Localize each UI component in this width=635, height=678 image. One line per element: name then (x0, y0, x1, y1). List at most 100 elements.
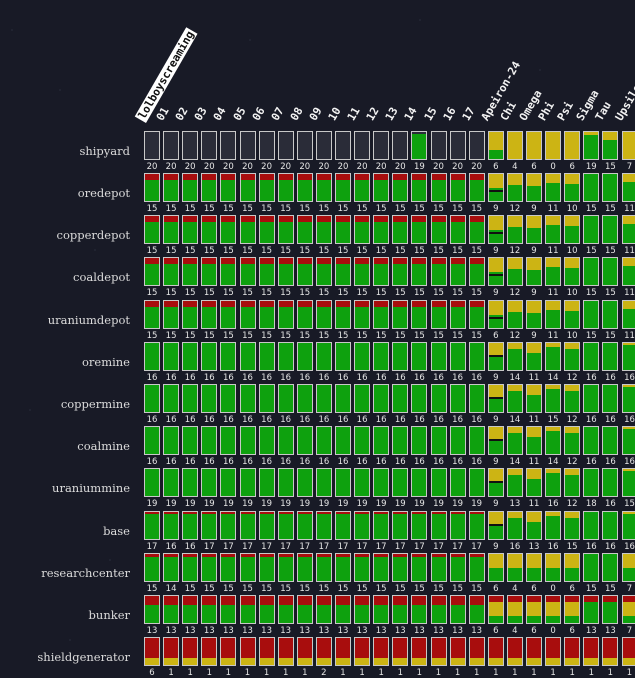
building-cell-shipyard-tau[interactable] (602, 131, 618, 160)
building-cell-uraniumdepot-05[interactable] (240, 300, 256, 329)
building-cell-coaldepot-14[interactable] (411, 257, 427, 286)
building-cell-oredepot-16[interactable] (450, 173, 466, 202)
building-cell-researchcenter-upsilon[interactable] (622, 553, 635, 582)
building-cell-shieldgenerator-10[interactable] (335, 637, 351, 666)
building-cell-uraniummine-09[interactable] (316, 468, 332, 497)
building-cell-bunker-14[interactable] (411, 595, 427, 624)
building-cell-uraniumdepot-17[interactable] (469, 300, 485, 329)
building-cell-copperdepot-08[interactable] (297, 215, 313, 244)
building-cell-copperdepot-06[interactable] (259, 215, 275, 244)
building-cell-copperdepot-03[interactable] (201, 215, 217, 244)
building-cell-oremine-13[interactable] (392, 342, 408, 371)
building-cell-uraniumdepot-apeiron-24[interactable] (488, 300, 504, 329)
building-cell-base-02[interactable] (182, 511, 198, 540)
building-cell-coaldepot-06[interactable] (259, 257, 275, 286)
building-cell-oredepot-upsilon[interactable] (622, 173, 635, 202)
building-cell-copperdepot-04[interactable] (220, 215, 236, 244)
building-cell-coppermine-16[interactable] (450, 384, 466, 413)
building-cell-oredepot-05[interactable] (240, 173, 256, 202)
building-cell-base-12[interactable] (373, 511, 389, 540)
building-cell-coaldepot-lolboyscreaming[interactable] (144, 257, 160, 286)
building-cell-oremine-07[interactable] (278, 342, 294, 371)
building-cell-shipyard-02[interactable] (182, 131, 198, 160)
building-cell-researchcenter-apeiron-24[interactable] (488, 553, 504, 582)
building-cell-shipyard-08[interactable] (297, 131, 313, 160)
building-cell-coalmine-12[interactable] (373, 426, 389, 455)
building-cell-coalmine-05[interactable] (240, 426, 256, 455)
building-cell-shieldgenerator-sigma[interactable] (583, 637, 599, 666)
building-cell-oremine-upsilon[interactable] (622, 342, 635, 371)
building-cell-uraniummine-upsilon[interactable] (622, 468, 635, 497)
building-cell-researchcenter-08[interactable] (297, 553, 313, 582)
building-cell-base-15[interactable] (431, 511, 447, 540)
building-cell-oremine-08[interactable] (297, 342, 313, 371)
building-cell-bunker-10[interactable] (335, 595, 351, 624)
building-cell-coalmine-14[interactable] (411, 426, 427, 455)
building-cell-oredepot-phi[interactable] (545, 173, 561, 202)
building-cell-uraniumdepot-09[interactable] (316, 300, 332, 329)
building-cell-coalmine-omega[interactable] (526, 426, 542, 455)
building-cell-uraniumdepot-06[interactable] (259, 300, 275, 329)
building-cell-coalmine-tau[interactable] (602, 426, 618, 455)
building-cell-coalmine-psi[interactable] (564, 426, 580, 455)
building-cell-coaldepot-chi[interactable] (507, 257, 523, 286)
building-cell-oredepot-tau[interactable] (602, 173, 618, 202)
building-cell-base-upsilon[interactable] (622, 511, 635, 540)
building-cell-copperdepot-09[interactable] (316, 215, 332, 244)
building-cell-copperdepot-psi[interactable] (564, 215, 580, 244)
building-cell-shieldgenerator-16[interactable] (450, 637, 466, 666)
building-cell-uraniumdepot-tau[interactable] (602, 300, 618, 329)
building-cell-copperdepot-lolboyscreaming[interactable] (144, 215, 160, 244)
building-cell-researchcenter-15[interactable] (431, 553, 447, 582)
building-cell-copperdepot-12[interactable] (373, 215, 389, 244)
building-cell-uraniumdepot-lolboyscreaming[interactable] (144, 300, 160, 329)
building-cell-coppermine-sigma[interactable] (583, 384, 599, 413)
building-cell-uraniummine-02[interactable] (182, 468, 198, 497)
building-cell-shipyard-01[interactable] (163, 131, 179, 160)
building-cell-researchcenter-16[interactable] (450, 553, 466, 582)
building-cell-copperdepot-02[interactable] (182, 215, 198, 244)
building-cell-coaldepot-upsilon[interactable] (622, 257, 635, 286)
building-cell-oredepot-11[interactable] (354, 173, 370, 202)
building-cell-base-07[interactable] (278, 511, 294, 540)
building-cell-coalmine-sigma[interactable] (583, 426, 599, 455)
building-cell-uraniumdepot-08[interactable] (297, 300, 313, 329)
building-cell-bunker-09[interactable] (316, 595, 332, 624)
building-cell-bunker-16[interactable] (450, 595, 466, 624)
building-cell-coalmine-upsilon[interactable] (622, 426, 635, 455)
building-cell-oredepot-15[interactable] (431, 173, 447, 202)
building-cell-uraniummine-omega[interactable] (526, 468, 542, 497)
building-cell-uraniumdepot-01[interactable] (163, 300, 179, 329)
building-cell-uraniummine-phi[interactable] (545, 468, 561, 497)
building-cell-shieldgenerator-11[interactable] (354, 637, 370, 666)
building-cell-copperdepot-11[interactable] (354, 215, 370, 244)
building-cell-oredepot-12[interactable] (373, 173, 389, 202)
building-cell-oremine-15[interactable] (431, 342, 447, 371)
building-cell-coaldepot-11[interactable] (354, 257, 370, 286)
building-cell-coaldepot-17[interactable] (469, 257, 485, 286)
building-cell-oremine-12[interactable] (373, 342, 389, 371)
building-cell-base-tau[interactable] (602, 511, 618, 540)
building-cell-bunker-omega[interactable] (526, 595, 542, 624)
building-cell-base-01[interactable] (163, 511, 179, 540)
building-cell-copperdepot-16[interactable] (450, 215, 466, 244)
building-cell-oremine-phi[interactable] (545, 342, 561, 371)
building-cell-shipyard-15[interactable] (431, 131, 447, 160)
building-cell-copperdepot-15[interactable] (431, 215, 447, 244)
building-cell-oremine-sigma[interactable] (583, 342, 599, 371)
building-cell-uraniummine-10[interactable] (335, 468, 351, 497)
building-cell-shipyard-05[interactable] (240, 131, 256, 160)
building-cell-coppermine-chi[interactable] (507, 384, 523, 413)
building-cell-uraniummine-15[interactable] (431, 468, 447, 497)
building-cell-coalmine-06[interactable] (259, 426, 275, 455)
building-cell-bunker-tau[interactable] (602, 595, 618, 624)
building-cell-uraniummine-13[interactable] (392, 468, 408, 497)
building-cell-coppermine-02[interactable] (182, 384, 198, 413)
building-cell-bunker-apeiron-24[interactable] (488, 595, 504, 624)
building-cell-uraniummine-12[interactable] (373, 468, 389, 497)
building-cell-shieldgenerator-phi[interactable] (545, 637, 561, 666)
building-cell-uraniumdepot-omega[interactable] (526, 300, 542, 329)
building-cell-oremine-chi[interactable] (507, 342, 523, 371)
building-cell-uraniummine-lolboyscreaming[interactable] (144, 468, 160, 497)
building-cell-coaldepot-13[interactable] (392, 257, 408, 286)
